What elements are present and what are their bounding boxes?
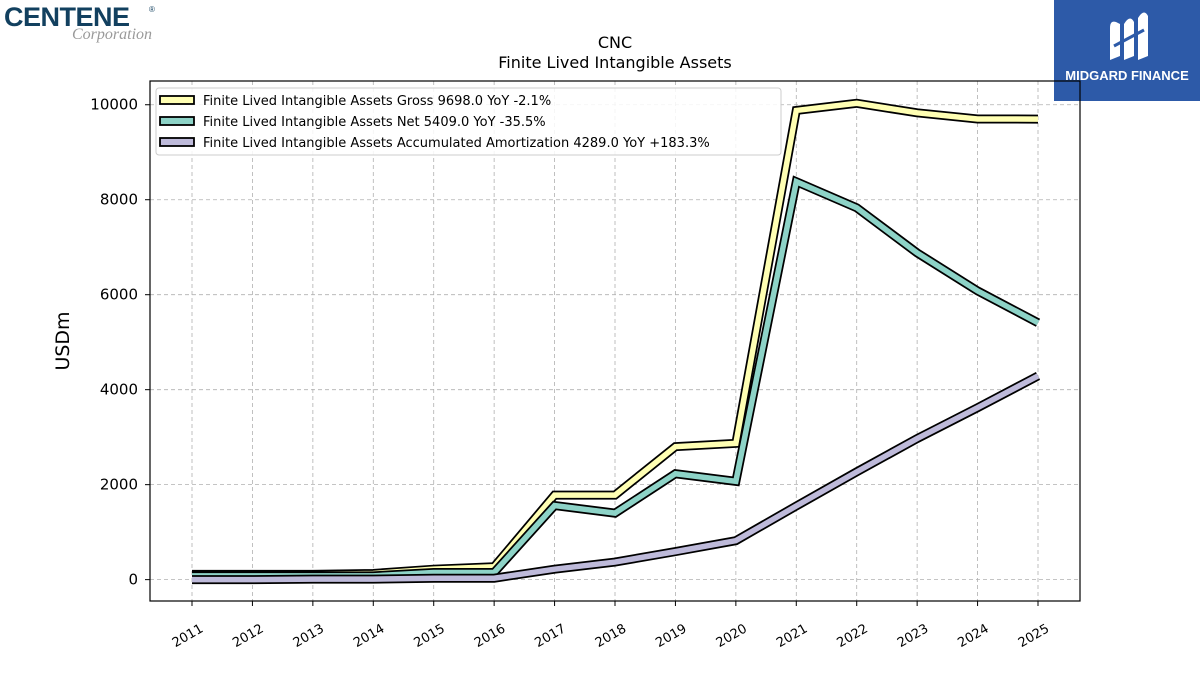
x-tick-label: 2022 xyxy=(835,621,871,651)
registered-mark: ® xyxy=(149,5,155,14)
y-axis-ticks: 0 2000 4000 6000 8000 10000 xyxy=(90,96,150,589)
y-axis-label: USDm xyxy=(52,311,74,370)
x-tick-label: 2011 xyxy=(170,621,206,651)
x-tick-label: 2015 xyxy=(412,621,448,651)
legend: Finite Lived Intangible Assets Gross 969… xyxy=(155,87,782,156)
x-tick-label: 2020 xyxy=(714,621,750,651)
midgard-finance-logo: MIDGARD FINANCE xyxy=(1054,0,1200,101)
x-tick-label: 2019 xyxy=(653,621,689,651)
chart-subtitle: Finite Lived Intangible Assets xyxy=(498,53,731,72)
x-tick-label: 2014 xyxy=(351,621,387,651)
legend-label-2: Finite Lived Intangible Assets Accumulat… xyxy=(203,136,710,151)
x-tick-label: 2025 xyxy=(1016,621,1052,651)
y-tick-label: 6000 xyxy=(100,286,138,304)
x-tick-label: 2012 xyxy=(230,621,266,651)
y-tick-label: 10000 xyxy=(90,96,138,114)
midgard-brand-name: MIDGARD FINANCE xyxy=(1065,68,1189,83)
chart-title: CNC xyxy=(598,33,632,52)
y-tick-label: 0 xyxy=(128,571,138,589)
x-tick-label: 2013 xyxy=(291,621,327,651)
x-tick-label: 2018 xyxy=(593,621,629,651)
x-tick-label: 2023 xyxy=(895,621,931,651)
grid-lines xyxy=(150,81,1080,601)
y-tick-label: 8000 xyxy=(100,191,138,209)
x-tick-label: 2021 xyxy=(774,621,810,651)
legend-swatch-2 xyxy=(159,137,195,147)
series-line-2 xyxy=(192,373,1040,583)
x-tick-label: 2024 xyxy=(955,621,991,651)
x-tick-label: 2016 xyxy=(472,621,508,651)
midgard-m-icon xyxy=(1110,12,1148,61)
centene-wordmark: CENTENE xyxy=(4,2,130,32)
legend-swatch-0 xyxy=(159,95,195,105)
centene-subtitle: Corporation xyxy=(72,26,153,43)
legend-box xyxy=(155,87,782,156)
series-lines xyxy=(192,98,1041,585)
y-tick-label: 4000 xyxy=(100,381,138,399)
x-axis-ticks: 2011 2012 2013 2014 2015 2016 2017 2018 2019 2020… xyxy=(170,601,1052,651)
centene-logo: CENTENE ® Corporation xyxy=(4,2,184,48)
y-tick-label: 2000 xyxy=(100,476,138,494)
legend-label-1: Finite Lived Intangible Assets Net 5409.… xyxy=(203,115,546,130)
legend-label-0: Finite Lived Intangible Assets Gross 969… xyxy=(203,94,551,109)
legend-swatch-1 xyxy=(159,116,195,126)
x-tick-label: 2017 xyxy=(532,621,568,651)
